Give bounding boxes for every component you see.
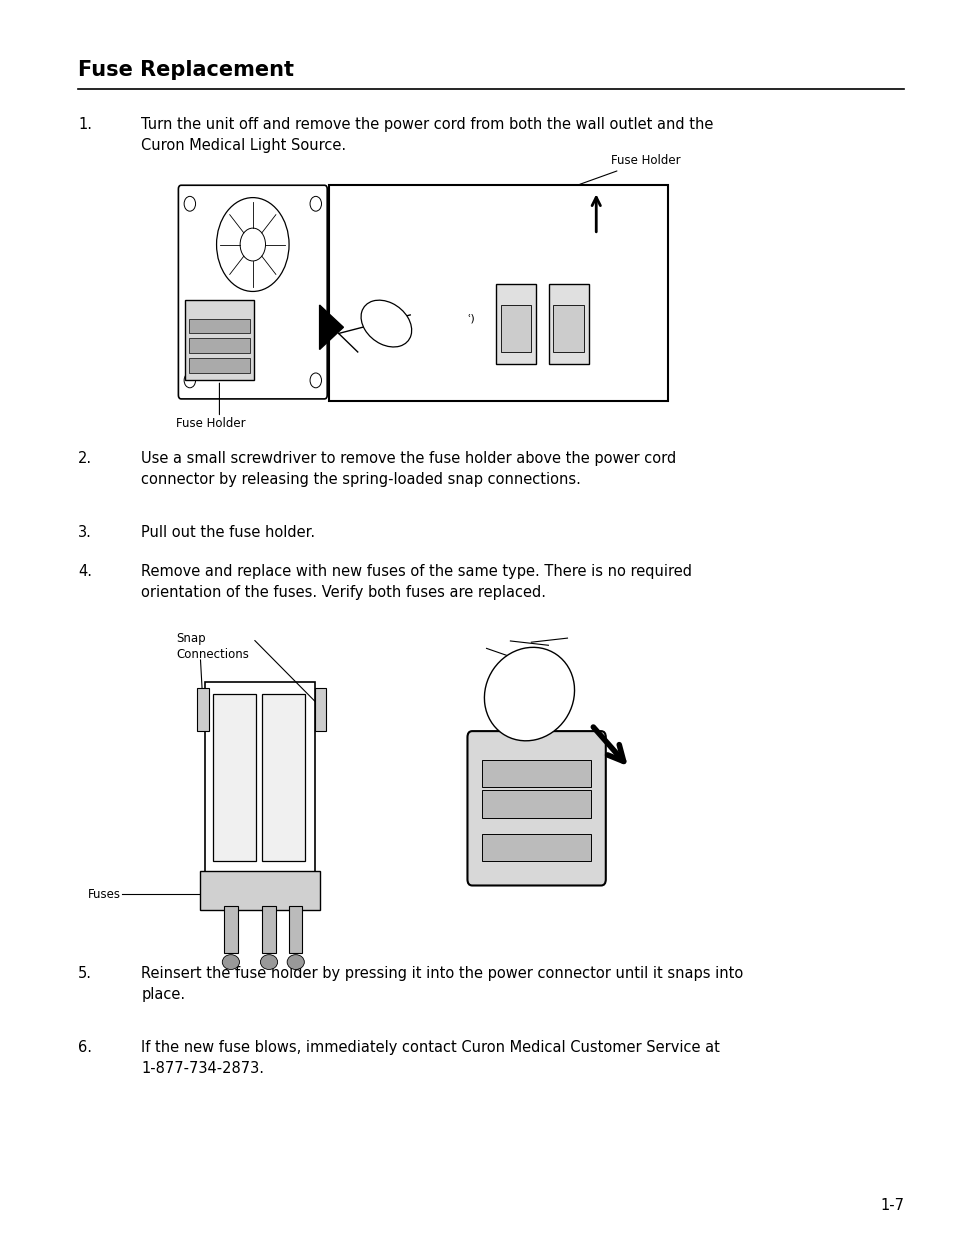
Bar bbox=[481, 790, 591, 818]
Text: 6.: 6. bbox=[78, 1040, 92, 1055]
Bar bbox=[197, 688, 209, 731]
Text: 4.: 4. bbox=[78, 564, 92, 579]
Text: 3.: 3. bbox=[78, 525, 92, 540]
Ellipse shape bbox=[222, 955, 239, 969]
Text: 2.: 2. bbox=[78, 451, 92, 466]
Bar bbox=[224, 906, 237, 953]
Bar bbox=[189, 338, 250, 353]
Text: 1-7: 1-7 bbox=[880, 1198, 903, 1213]
Text: Fuse Holder: Fuse Holder bbox=[176, 417, 246, 431]
Bar bbox=[189, 358, 250, 373]
Text: 5.: 5. bbox=[78, 966, 92, 981]
Bar bbox=[496, 284, 536, 364]
Text: Pull out the fuse holder.: Pull out the fuse holder. bbox=[141, 525, 315, 540]
Bar bbox=[500, 305, 531, 352]
Bar bbox=[185, 300, 253, 380]
Bar bbox=[200, 871, 319, 910]
Ellipse shape bbox=[484, 647, 574, 741]
Ellipse shape bbox=[360, 300, 412, 347]
Bar bbox=[548, 284, 588, 364]
Text: Fuse Holder: Fuse Holder bbox=[579, 154, 679, 184]
Bar bbox=[329, 185, 667, 401]
Text: Turn the unit off and remove the power cord from both the wall outlet and the
Cu: Turn the unit off and remove the power c… bbox=[141, 117, 713, 153]
Polygon shape bbox=[319, 305, 343, 350]
Text: 1.: 1. bbox=[78, 117, 92, 132]
Bar bbox=[289, 906, 302, 953]
Text: Snap
Connections: Snap Connections bbox=[176, 632, 249, 661]
FancyBboxPatch shape bbox=[467, 731, 605, 885]
Bar bbox=[213, 694, 255, 861]
Bar bbox=[481, 760, 591, 787]
Text: Fuses: Fuses bbox=[88, 888, 121, 900]
Bar bbox=[481, 834, 591, 861]
Bar bbox=[205, 682, 314, 873]
Text: If the new fuse blows, immediately contact Curon Medical Customer Service at
1-8: If the new fuse blows, immediately conta… bbox=[141, 1040, 720, 1076]
Bar bbox=[189, 319, 250, 333]
Bar bbox=[262, 694, 305, 861]
Ellipse shape bbox=[287, 955, 304, 969]
Bar bbox=[314, 688, 326, 731]
Bar bbox=[262, 906, 275, 953]
FancyBboxPatch shape bbox=[178, 185, 327, 399]
Text: Fuse Replacement: Fuse Replacement bbox=[78, 61, 294, 80]
Bar bbox=[553, 305, 583, 352]
Text: ʿ): ʿ) bbox=[467, 314, 475, 324]
Text: Reinsert the fuse holder by pressing it into the power connector until it snaps : Reinsert the fuse holder by pressing it … bbox=[141, 966, 742, 1002]
Text: Use a small screwdriver to remove the fuse holder above the power cord
connector: Use a small screwdriver to remove the fu… bbox=[141, 451, 676, 487]
Ellipse shape bbox=[260, 955, 277, 969]
Text: Remove and replace with new fuses of the same type. There is no required
orienta: Remove and replace with new fuses of the… bbox=[141, 564, 692, 600]
